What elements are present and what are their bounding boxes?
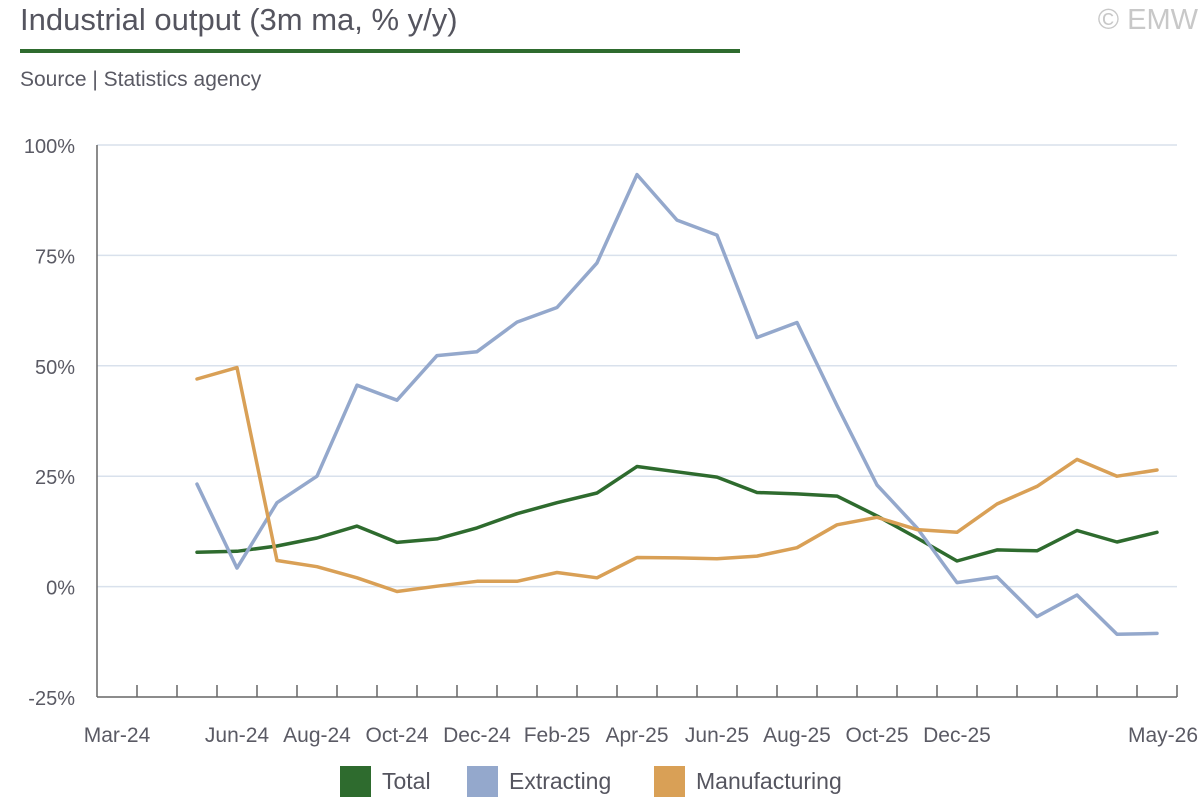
chart-subtitle: Source | Statistics agency xyxy=(20,68,262,91)
legend-swatch-extracting xyxy=(467,766,498,797)
x-tick-label: Feb-25 xyxy=(524,724,591,747)
y-tick-label: 0% xyxy=(46,578,75,600)
x-tick-label: Oct-24 xyxy=(365,724,428,747)
series-line-manufacturing xyxy=(195,365,1159,594)
x-tick-label: May-26 xyxy=(1128,724,1198,747)
x-tick-label: Jun-24 xyxy=(205,724,270,747)
y-tick-label: 25% xyxy=(35,467,75,489)
legend-label-extracting: Extracting xyxy=(509,768,612,794)
legend: Total Extracting Manufacturing xyxy=(0,764,1200,800)
series-line-total xyxy=(195,464,1159,563)
x-tick-label: Aug-24 xyxy=(283,724,351,747)
legend-swatch-manufacturing xyxy=(654,766,685,797)
legend-item-total: Total xyxy=(340,766,431,797)
y-tick-label: 50% xyxy=(35,357,75,379)
line-chart: -25% 0% 25% 50% 75% 100% Mar-24 Jun-24 Aug-24 Oc… xyxy=(24,136,1198,747)
y-tick-labels: -25% 0% 25% 50% 75% 100% xyxy=(24,136,75,710)
x-tick-label: Dec-25 xyxy=(923,724,991,747)
y-tick-label: -25% xyxy=(28,688,75,710)
x-tick-label: Aug-25 xyxy=(763,724,831,747)
legend-item-manufacturing: Manufacturing xyxy=(654,766,842,797)
x-tick-label: Jun-25 xyxy=(685,724,749,747)
legend-swatch-total xyxy=(340,766,371,797)
copyright-mark: © EMW xyxy=(1097,4,1198,36)
legend-label-manufacturing: Manufacturing xyxy=(696,768,842,794)
title-underline xyxy=(20,49,740,53)
series-lines xyxy=(195,172,1159,637)
series-line-extracting xyxy=(195,172,1159,637)
x-tick-label: Dec-24 xyxy=(443,724,511,747)
chart-title: Industrial output (3m ma, % y/y) xyxy=(20,2,458,37)
y-tick-label: 75% xyxy=(35,246,75,268)
x-tick-label: Apr-25 xyxy=(605,724,668,747)
legend-label-total: Total xyxy=(382,768,431,794)
legend-item-extracting: Extracting xyxy=(467,766,611,797)
grid-lines xyxy=(97,144,1177,588)
x-tick-label: Mar-24 xyxy=(84,724,151,747)
axes xyxy=(96,145,1178,698)
x-tick-labels: Mar-24 Jun-24 Aug-24 Oct-24 Dec-24 Feb-25 Apr-… xyxy=(84,724,1198,747)
x-tick-label: Oct-25 xyxy=(845,724,908,747)
y-tick-label: 100% xyxy=(24,136,75,158)
